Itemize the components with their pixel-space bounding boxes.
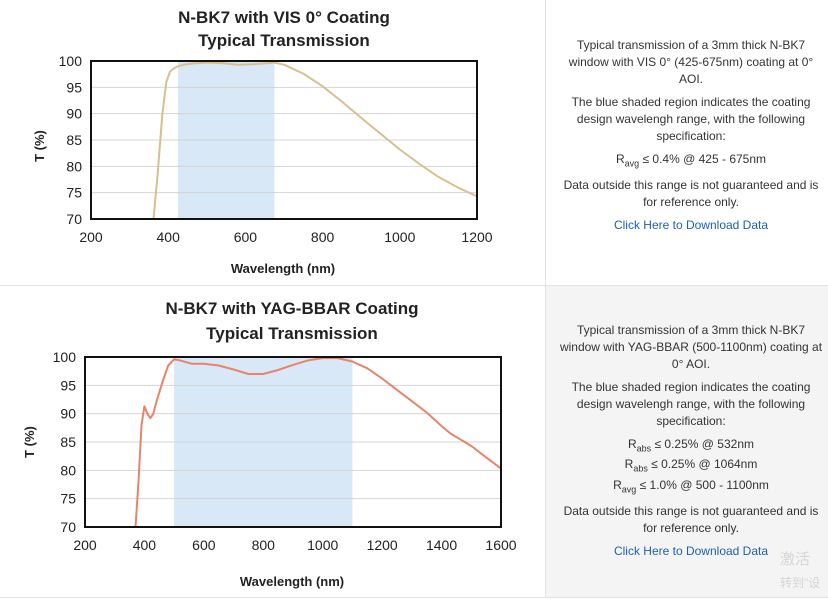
spec-line: Rabs ≤ 0.25% @ 532nm (627, 437, 754, 454)
chart-title: N-BK7 with YAG-BBAR Coating (165, 299, 418, 318)
y-tick-label: 95 (66, 79, 82, 95)
spec-line: Ravg ≤ 1.0% @ 500 - 1100nm (613, 477, 769, 495)
spec-line: Rabs ≤ 0.25% @ 1064nm (624, 457, 758, 474)
shaded-note-text: The blue shaded region indicates the coa… (571, 380, 811, 428)
watermark-line2: 转到"设 (780, 576, 821, 590)
description-text: Typical transmission of a 3mm thick N-BK… (559, 323, 823, 371)
download-data-link[interactable]: Click Here to Download Data (613, 218, 769, 233)
x-tick-label: 1200 (367, 537, 398, 553)
plot-area: 70 75 80 85 90 95 100 200 400 600 800 1000 1200 (59, 53, 493, 245)
disclaimer-text: Data outside this range is not guarantee… (563, 504, 819, 536)
info-text: Typical transmission of a 3mm thick N-BK… (556, 37, 826, 240)
y-tick-label: 85 (60, 434, 76, 450)
x-tick-label: 1200 (461, 229, 492, 245)
shaded-note-text: The blue shaded region indicates the coa… (571, 95, 811, 143)
info-cell: Typical transmission of a 3mm thick N-BK… (546, 286, 828, 597)
info-text: Typical transmission of a 3mm thick N-BK… (556, 322, 826, 566)
x-tick-label: 600 (192, 537, 216, 553)
x-tick-label: 1000 (384, 229, 415, 245)
chart-title: N-BK7 with VIS 0° Coating (178, 8, 390, 27)
disclaimer-text: Data outside this range is not guarantee… (563, 178, 819, 210)
transmission-series-line (134, 357, 502, 528)
y-tick-label: 100 (53, 349, 77, 365)
y-tick-label: 75 (66, 185, 82, 201)
y-tick-label: 80 (60, 462, 76, 478)
watermark-line1: 激活 (780, 551, 811, 568)
x-tick-label: 1000 (307, 537, 338, 553)
plot-frame (90, 60, 478, 220)
chart-cell: N-BK7 with YAG-BBAR Coating Typical Tran… (0, 286, 546, 597)
y-axis-label: T (%) (32, 130, 47, 162)
info-cell: Typical transmission of a 3mm thick N-BK… (546, 0, 828, 285)
plot-frame (84, 356, 502, 528)
x-tick-label: 400 (157, 229, 181, 245)
y-tick-label: 100 (59, 53, 83, 69)
chart-cell: N-BK7 with VIS 0° Coating Typical Transm… (0, 0, 546, 285)
y-tick-label: 90 (66, 106, 82, 122)
plot-area: 70 75 80 85 90 95 100 200 400 600 800 1000 1200 1400 1… (53, 349, 517, 553)
x-tick-label: 1600 (485, 537, 516, 553)
transmission-series-line (152, 61, 478, 220)
x-tick-label: 600 (234, 229, 258, 245)
y-axis-label: T (%) (22, 426, 37, 458)
x-axis-label: Wavelength (nm) (240, 574, 344, 589)
panel-yag-bbar-coating: N-BK7 with YAG-BBAR Coating Typical Tran… (0, 286, 828, 598)
chart-subtitle: Typical Transmission (198, 31, 370, 50)
x-tick-label: 200 (79, 229, 103, 245)
x-tick-label: 1400 (426, 537, 457, 553)
x-tick-label: 800 (311, 229, 335, 245)
y-tick-label: 85 (66, 132, 82, 148)
x-tick-label: 800 (252, 537, 276, 553)
spec-line: Ravg ≤ 0.4% @ 425 - 675nm (615, 152, 767, 169)
x-tick-label: 200 (73, 537, 97, 553)
x-axis-label: Wavelength (nm) (231, 261, 335, 276)
spec-list: Rabs ≤ 0.25% @ 532nm Rabs ≤ 0.25% @ 1064… (556, 436, 826, 497)
download-data-link[interactable]: Click Here to Download Data (613, 544, 769, 559)
chart-subtitle: Typical Transmission (206, 324, 378, 343)
y-tick-label: 70 (60, 519, 76, 535)
y-tick-label: 90 (60, 406, 76, 422)
description-text: Typical transmission of a 3mm thick N-BK… (568, 38, 814, 86)
y-tick-label: 95 (60, 377, 76, 393)
y-tick-label: 80 (66, 158, 82, 174)
transmission-chart-vis: N-BK7 with VIS 0° Coating Typical Transm… (32, 8, 493, 276)
x-tick-label: 400 (133, 537, 157, 553)
spec-list: Ravg ≤ 0.4% @ 425 - 675nm (556, 151, 826, 171)
y-tick-label: 75 (60, 491, 76, 507)
transmission-chart-yag-bbar: N-BK7 with YAG-BBAR Coating Typical Tran… (22, 299, 517, 589)
y-tick-label: 70 (66, 211, 82, 227)
panel-vis-coating: N-BK7 with VIS 0° Coating Typical Transm… (0, 0, 828, 286)
